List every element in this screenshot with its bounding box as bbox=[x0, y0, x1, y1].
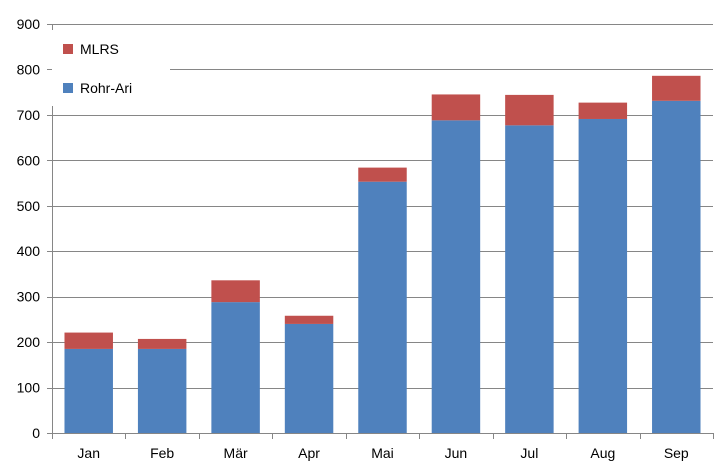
x-tick-label-apr: Apr bbox=[298, 445, 320, 461]
bar-mlrs-aug bbox=[578, 102, 628, 119]
bar-mlrs-jul bbox=[505, 94, 554, 126]
x-axis-tick-labels: Jan Feb Mär Apr Mai Jun Jul Aug Sep bbox=[77, 445, 689, 461]
legend-label-rohr-ari: Rohr-Ari bbox=[80, 80, 132, 96]
y-tick-label-500: 500 bbox=[17, 198, 41, 214]
legend-background bbox=[52, 30, 170, 106]
y-tick-label-400: 400 bbox=[17, 243, 41, 259]
y-tick-label-900: 900 bbox=[17, 16, 41, 32]
bar-rohr-ari-feb bbox=[137, 348, 187, 433]
y-tick-label-200: 200 bbox=[17, 334, 41, 350]
bar-rohr-ari-jul bbox=[505, 125, 554, 433]
legend-swatch-mlrs bbox=[63, 44, 73, 54]
legend-label-mlrs: MLRS bbox=[80, 41, 119, 57]
x-tick-label-jun: Jun bbox=[445, 445, 468, 461]
y-tick-label-800: 800 bbox=[17, 61, 41, 77]
bar-mlrs-jun bbox=[431, 94, 481, 121]
x-tick-label-feb: Feb bbox=[150, 445, 174, 461]
y-tick-label-700: 700 bbox=[17, 107, 41, 123]
x-tick-label-sep: Sep bbox=[664, 445, 689, 461]
y-tick-label-100: 100 bbox=[17, 380, 41, 396]
bar-mlrs-sep bbox=[652, 75, 701, 101]
bar-mlrs-maer bbox=[211, 280, 260, 303]
y-tick-label-600: 600 bbox=[17, 152, 41, 168]
x-tick-label-jan: Jan bbox=[77, 445, 100, 461]
bar-mlrs-jan bbox=[64, 332, 113, 349]
bar-rohr-ari-mai bbox=[358, 181, 407, 433]
x-tick-label-aug: Aug bbox=[590, 445, 615, 461]
legend: MLRS Rohr-Ari bbox=[52, 30, 170, 106]
bars bbox=[64, 75, 701, 434]
bar-mlrs-apr bbox=[284, 315, 334, 324]
bar-rohr-ari-sep bbox=[652, 100, 701, 433]
y-tick-label-0: 0 bbox=[32, 425, 40, 441]
x-tick-label-maer: Mär bbox=[224, 445, 248, 461]
y-axis-tick-labels: 0 100 200 300 400 500 600 700 800 900 bbox=[17, 16, 41, 441]
bar-rohr-ari-jan bbox=[64, 348, 113, 433]
bar-rohr-ari-maer bbox=[211, 302, 260, 433]
bar-mlrs-mai bbox=[358, 167, 407, 182]
bar-rohr-ari-apr bbox=[284, 323, 334, 433]
bar-mlrs-feb bbox=[137, 338, 187, 349]
bar-rohr-ari-jun bbox=[431, 120, 481, 433]
legend-swatch-rohr-ari bbox=[63, 83, 73, 93]
y-tick-label-300: 300 bbox=[17, 289, 41, 305]
x-tick-label-mai: Mai bbox=[371, 445, 394, 461]
x-tick-label-jul: Jul bbox=[520, 445, 538, 461]
bar-rohr-ari-aug bbox=[578, 118, 628, 434]
